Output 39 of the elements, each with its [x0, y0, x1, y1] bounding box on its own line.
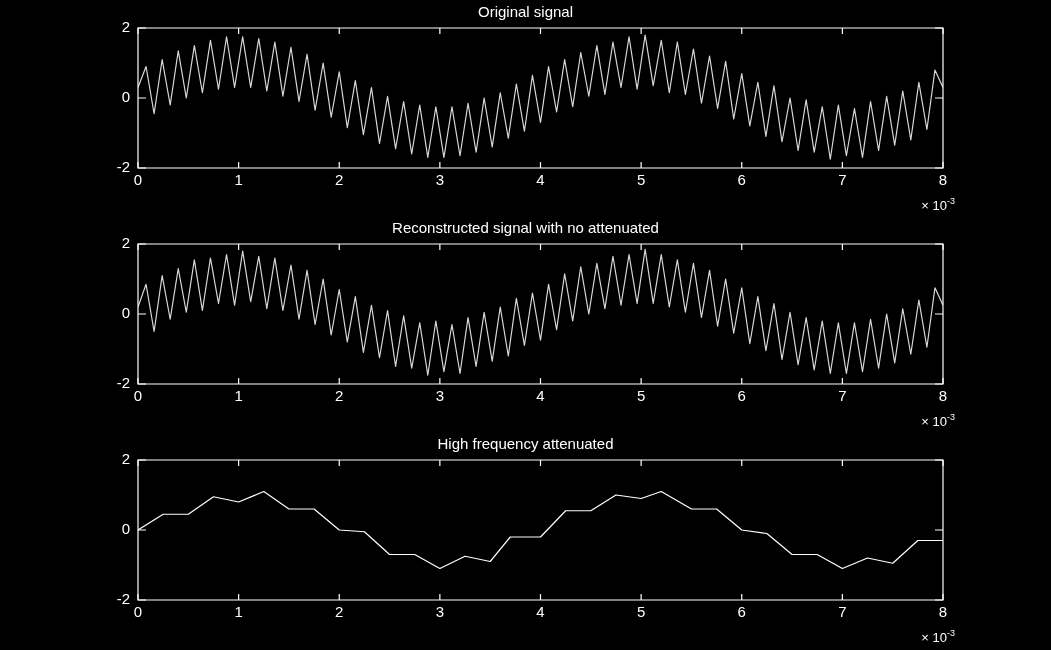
x-tick-label: 1	[234, 171, 243, 189]
x-tick-label: 2	[335, 387, 344, 405]
x-tick-label: 5	[636, 171, 646, 189]
chart-title: High frequency attenuated	[437, 435, 614, 453]
x-tick-label: 2	[335, 171, 344, 189]
x-tick-label: 8	[938, 603, 948, 621]
x-tick-label: 4	[536, 387, 545, 405]
x-tick-label: 3	[435, 603, 445, 621]
y-tick-label: -2	[116, 590, 130, 608]
y-tick-label: 0	[121, 304, 130, 322]
x-tick-label: 6	[737, 603, 746, 621]
x-tick-label: 3	[435, 387, 445, 405]
y-tick-label: 2	[121, 234, 130, 252]
x-tick-label: 7	[838, 171, 847, 189]
x-tick-label: 4	[536, 603, 545, 621]
y-tick-label: 0	[121, 88, 130, 106]
x-tick-label: 2	[335, 603, 344, 621]
x-tick-label: 1	[234, 603, 243, 621]
x-tick-label: 6	[737, 387, 746, 405]
x-tick-label: 0	[133, 171, 143, 189]
x-tick-label: 6	[737, 171, 746, 189]
x-tick-label: 4	[536, 171, 545, 189]
x-tick-label: 0	[133, 387, 143, 405]
x-tick-label: 5	[636, 603, 646, 621]
chart-title: Reconstructed signal with no attenuated	[392, 219, 659, 237]
x-tick-label: 8	[938, 171, 948, 189]
x-tick-label: 8	[938, 387, 948, 405]
chart-title: Original signal	[477, 3, 574, 21]
y-tick-label: 0	[121, 520, 130, 538]
x-tick-label: 7	[838, 387, 847, 405]
x-tick-label: 1	[234, 387, 243, 405]
y-tick-label: 2	[121, 18, 130, 36]
x-tick-label: 0	[133, 603, 143, 621]
x-tick-label: 3	[435, 171, 445, 189]
x-tick-label: 7	[838, 603, 847, 621]
y-tick-label: -2	[116, 158, 130, 176]
x-tick-label: 5	[636, 387, 646, 405]
y-tick-label: -2	[116, 374, 130, 392]
y-tick-label: 2	[121, 450, 130, 468]
